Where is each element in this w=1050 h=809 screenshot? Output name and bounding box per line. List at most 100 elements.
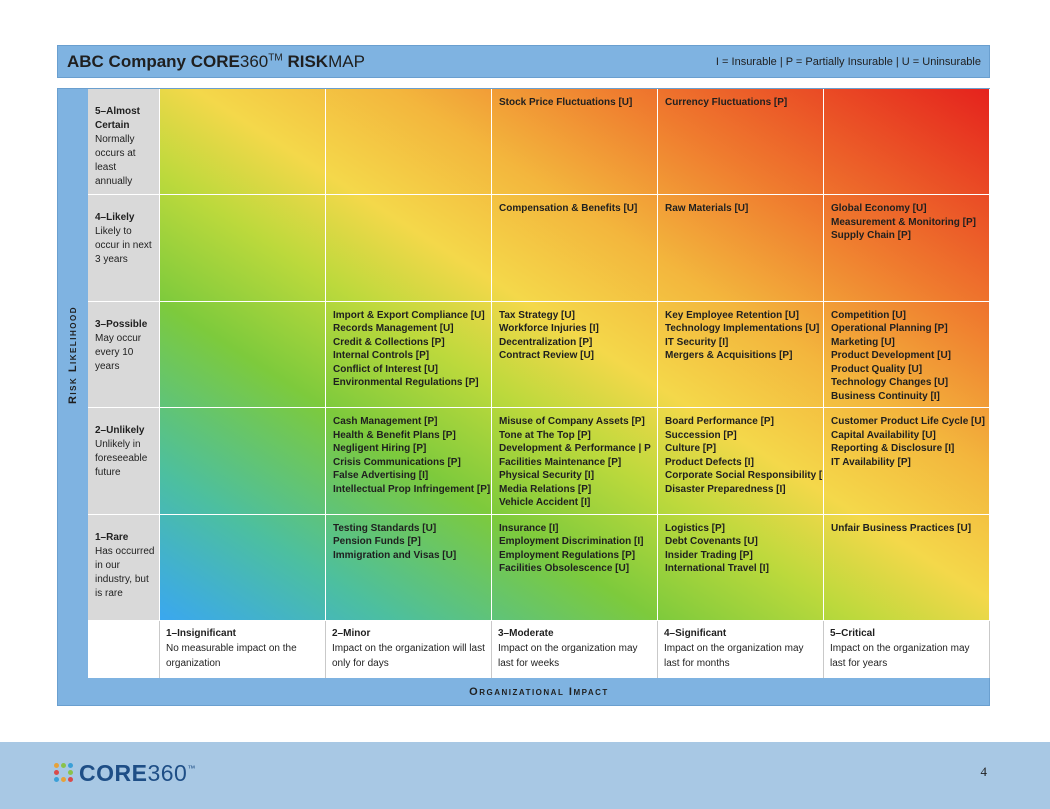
likelihood-row-header: 4–Likely Likely to occur in next 3 years: [88, 195, 160, 302]
risk-item: Insider Trading [P]: [665, 549, 753, 561]
risk-item: Disaster Preparedness [I]: [665, 483, 786, 495]
heatmap-cell: Raw Materials [U]: [658, 195, 824, 302]
impact-column-header: 4–Significant Impact on the organization …: [658, 621, 824, 678]
risk-item: Culture [P]: [665, 443, 717, 455]
y-axis-label: Risk Likelihood: [58, 89, 88, 621]
risk-item: Global Economy [U]: [831, 203, 927, 215]
heatmap-cell: Import & Export Compliance [U] Records Ma…: [326, 301, 492, 409]
title-bar: ABC Company CORE360TM RISKMAP I = Insura…: [57, 45, 990, 78]
risk-item: Tone at The Top [P]: [499, 429, 591, 441]
risk-map-chart: Risk Likelihood 5–Almost Certain Normally…: [57, 88, 990, 706]
risk-item: Currency Fluctuations [P]: [665, 97, 788, 108]
heatmap-cell: Currency Fluctuations [P]: [658, 89, 824, 196]
risk-item: Vehicle Accident [I]: [499, 497, 591, 509]
risk-item: Logistics [P]: [665, 522, 726, 534]
logo-dot: [61, 770, 66, 775]
risk-item: Credit & Collections [P]: [333, 336, 445, 348]
risk-item: Competition [U]: [831, 309, 906, 321]
impact-level-label: 3–Moderate: [498, 628, 554, 639]
likelihood-row-header: 2–Unlikely Unlikely in foreseeable future: [88, 408, 160, 515]
heatmap-cell: Board Performance [P] Succession [P] Cultu…: [658, 408, 824, 515]
risk-item: Mergers & Acquisitions [P]: [665, 350, 793, 362]
risk-item: Key Employee Retention [U]: [665, 309, 799, 321]
likelihood-level-description: Unlikely in foreseeable future: [95, 439, 148, 479]
likelihood-level-description: Likely to occur in next 3 years: [95, 226, 152, 266]
impact-level-description: Impact on the organization may last for …: [664, 643, 804, 669]
heatmap-cell: [326, 89, 492, 196]
heatmap-cell: Logistics [P] Debt Covenants [U] Insider T…: [658, 514, 824, 621]
heatmap-cell: [160, 301, 326, 409]
heatmap-cell: [824, 89, 990, 196]
risk-item: IT Availability [P]: [831, 456, 911, 468]
heatmap-cell: [160, 195, 326, 302]
heatmap-cell: Stock Price Fluctuations [U]: [492, 89, 658, 196]
risk-item: Employment Regulations [P]: [499, 549, 636, 561]
likelihood-row-header: 3–Possible May occur every 10 years: [88, 301, 160, 409]
core360-logo: CORE 360 ™: [54, 758, 195, 788]
heatmap-cell: Customer Product Life Cycle [U] Capital A…: [824, 408, 990, 515]
heatmap-gradient: [160, 89, 990, 621]
risk-item: Capital Availability [U]: [831, 429, 936, 441]
likelihood-level-label: 2–Unlikely: [95, 425, 145, 437]
risk-item: Workforce Injuries [I]: [499, 323, 599, 335]
impact-level-label: 1–Insignificant: [166, 628, 237, 639]
heatmap-cell: Global Economy [U] Measurement & Monitori…: [824, 195, 990, 302]
risk-item: Facilities Obsolescence [U]: [499, 563, 630, 575]
risk-item: Stock Price Fluctuations [U]: [499, 97, 633, 108]
x-axis-label: Organizational Impact: [88, 678, 990, 706]
risk-item: Environmental Regulations [P]: [333, 377, 479, 389]
impact-column-header: 2–Minor Impact on the organization will l…: [326, 621, 492, 678]
risk-item: Cash Management [P]: [333, 416, 438, 428]
heatmap-cell: [160, 514, 326, 621]
title-risk: RISK: [287, 52, 329, 71]
logo-dot: [54, 763, 59, 768]
risk-item: Technology Changes [U]: [831, 377, 949, 389]
heatmap-cell: Key Employee Retention [U] Technology Imp…: [658, 301, 824, 409]
heatmap-cell: Competition [U] Operational Planning [P] M…: [824, 301, 990, 409]
logo-dot: [54, 770, 59, 775]
y-axis-title: Risk Likelihood: [67, 305, 80, 405]
heatmap-cell: Insurance [I] Employment Discrimination […: [492, 514, 658, 621]
likelihood-row-header: 5–Almost Certain Normally occurs at least…: [88, 89, 160, 196]
risk-item: Debt Covenants [U]: [665, 536, 758, 548]
heatmap-cell: Unfair Business Practices [U]: [824, 514, 990, 621]
risk-item: Development & Performance | P: [499, 443, 651, 455]
risk-item: Records Management [U]: [333, 323, 454, 335]
risk-item: Technology Implementations [U]: [665, 323, 820, 335]
likelihood-level-description: Has occurred in our industry, but is rar…: [95, 545, 155, 599]
risk-item: Board Performance [P]: [665, 416, 774, 428]
page-number: 4: [980, 764, 988, 779]
risk-item: Customer Product Life Cycle [U]: [831, 416, 985, 428]
heatmap-cell: [160, 408, 326, 515]
likelihood-level-label: 5–Almost Certain: [95, 106, 141, 131]
risk-item: Health & Benefit Plans [P]: [333, 429, 456, 441]
heatmap-cell: Tax Strategy [U] Workforce Injuries [I] De…: [492, 301, 658, 409]
likelihood-row-header: 1–Rare Has occurred in our industry, but …: [88, 514, 160, 621]
logo-core-text: CORE: [79, 759, 148, 786]
risk-item: International Travel [I]: [665, 563, 769, 575]
heatmap-cell: Misuse of Company Assets [P] Tone at The …: [492, 408, 658, 515]
risk-item: Insurance [I]: [499, 522, 559, 534]
title-core: CORE: [190, 52, 240, 71]
risk-item: Succession [P]: [665, 429, 737, 441]
risk-item: Business Continuity [I]: [831, 390, 940, 402]
logo-dot: [61, 763, 66, 768]
likelihood-level-label: 1–Rare: [95, 531, 129, 543]
heatmap-cell: Testing Standards [U] Pension Funds [P] Im…: [326, 514, 492, 621]
impact-column-header: 5–Critical Impact on the organization may…: [824, 621, 990, 678]
impact-column-header: 3–Moderate Impact on the organization may…: [492, 621, 658, 678]
title-number: 360: [239, 52, 269, 71]
impact-level-label: 2–Minor: [332, 628, 371, 639]
logo-dot: [68, 777, 73, 782]
risk-item: Pension Funds [P]: [333, 536, 421, 548]
logo-dots-icon: [54, 763, 74, 783]
impact-level-label: 5–Critical: [830, 628, 876, 639]
risk-item: False Advertising [I]: [333, 470, 429, 482]
risk-item: Contract Review [U]: [499, 350, 595, 362]
logo-number-text: 360: [147, 759, 188, 786]
impact-level-description: No measurable impact on the organization: [166, 643, 297, 669]
risk-item: Marketing [U]: [831, 336, 895, 348]
risk-item: Operational Planning [P]: [831, 323, 948, 335]
impact-level-description: Impact on the organization may last for …: [498, 643, 638, 669]
